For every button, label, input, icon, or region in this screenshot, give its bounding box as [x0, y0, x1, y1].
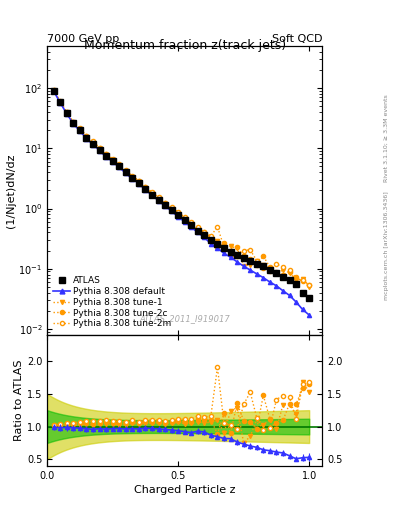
X-axis label: Charged Particle z: Charged Particle z [134, 485, 235, 495]
Y-axis label: (1/Njet)dN/dz: (1/Njet)dN/dz [6, 153, 16, 228]
Text: Rivet 3.1.10; ≥ 3.3M events: Rivet 3.1.10; ≥ 3.3M events [384, 94, 389, 182]
Text: mcplots.cern.ch [arXiv:1306.3436]: mcplots.cern.ch [arXiv:1306.3436] [384, 191, 389, 300]
Title: Momentum fraction z(track jets): Momentum fraction z(track jets) [84, 39, 286, 52]
Text: Soft QCD: Soft QCD [272, 33, 322, 44]
Text: ATLAS_2011_I919017: ATLAS_2011_I919017 [140, 314, 230, 323]
Legend: ATLAS, Pythia 8.308 default, Pythia 8.308 tune-1, Pythia 8.308 tune-2c, Pythia 8: ATLAS, Pythia 8.308 default, Pythia 8.30… [51, 274, 173, 330]
Y-axis label: Ratio to ATLAS: Ratio to ATLAS [14, 359, 24, 441]
Text: 7000 GeV pp: 7000 GeV pp [47, 33, 119, 44]
